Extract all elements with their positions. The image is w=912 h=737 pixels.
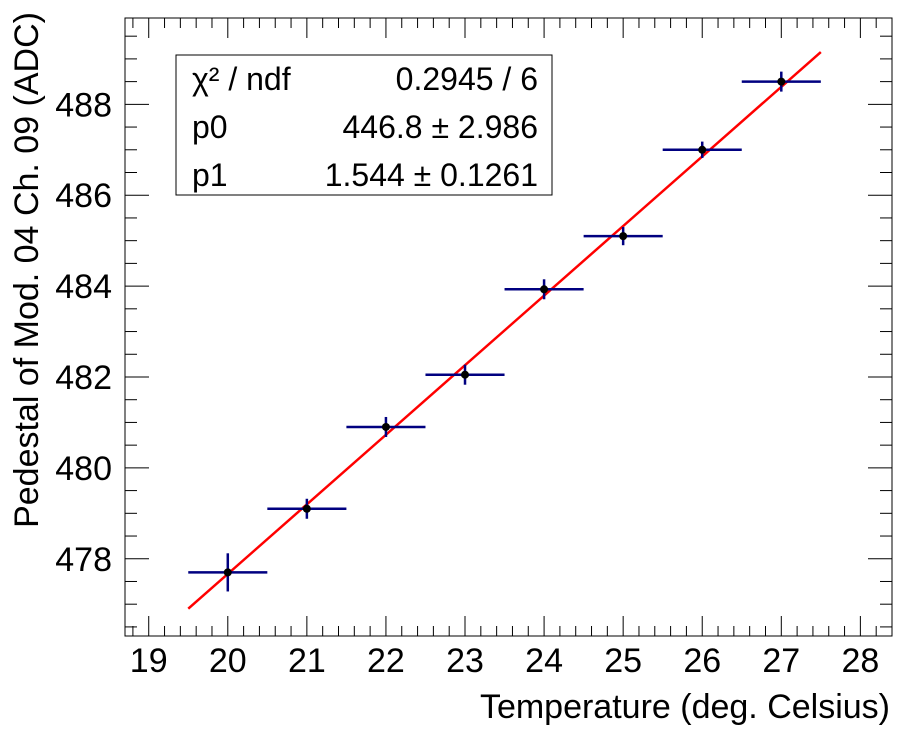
fit-line-segment	[187, 51, 822, 610]
data-marker	[381, 422, 390, 431]
data-marker	[223, 568, 232, 577]
x-tick-label: 22	[367, 642, 405, 680]
stats-row-name: p1	[192, 157, 228, 193]
data-marker	[777, 77, 786, 86]
stats-row-value: 1.544 ± 0.1261	[325, 157, 538, 193]
y-tick-label: 484	[55, 268, 112, 306]
data-point	[267, 498, 347, 519]
data-marker	[698, 145, 707, 154]
data-marker	[302, 504, 311, 513]
x-tick-label: 21	[288, 642, 326, 680]
x-tick-label: 23	[446, 642, 484, 680]
x-tick-label: 24	[525, 642, 563, 680]
y-tick-label: 480	[55, 450, 112, 488]
data-point	[741, 71, 821, 92]
data-point	[504, 279, 584, 300]
x-axis-label: Temperature (deg. Celsius)	[480, 688, 890, 726]
y-axis-label: Pedestal of Mod. 04 Ch. 09 (ADC)	[8, 12, 46, 528]
x-tick-label: 20	[209, 642, 247, 680]
fit-line	[187, 51, 822, 610]
stats-row: p1 1.544 ± 0.1261	[192, 157, 538, 193]
x-axis: 19 20 21 22 23 24 25 26 27 28	[130, 18, 893, 680]
stats-row-name: χ² / ndf	[192, 61, 291, 97]
data-marker	[619, 232, 628, 241]
data-point	[583, 227, 663, 246]
y-tick-label: 482	[55, 359, 112, 397]
y-axis: 478 480 482 484 486 488	[55, 35, 892, 628]
stats-row: χ² / ndf 0.2945 / 6	[192, 61, 538, 97]
y-tick-label: 486	[55, 177, 112, 215]
x-tick-label: 25	[604, 642, 642, 680]
x-tick-label: 28	[841, 642, 879, 680]
data-point	[346, 416, 426, 437]
stats-box: χ² / ndf 0.2945 / 6 p0 446.8 ± 2.986 p1 1.544…	[175, 54, 553, 196]
data-point	[425, 364, 505, 385]
data-marker	[540, 285, 549, 294]
stats-row-name: p0	[192, 109, 228, 145]
stats-row: p0 446.8 ± 2.986	[192, 109, 538, 145]
stats-row-value: 446.8 ± 2.986	[343, 109, 539, 145]
x-tick-label: 27	[762, 642, 800, 680]
data-point	[662, 141, 742, 158]
x-tick-label: 19	[130, 642, 168, 680]
data-points	[188, 71, 821, 592]
x-tick-label: 26	[683, 642, 721, 680]
stats-box-frame	[175, 54, 553, 196]
data-marker	[461, 370, 470, 379]
y-tick-label: 488	[55, 86, 112, 124]
stats-row-value: 0.2945 / 6	[396, 61, 538, 97]
plot-frame	[124, 17, 893, 637]
y-tick-label: 478	[55, 541, 112, 579]
data-point	[188, 553, 268, 592]
